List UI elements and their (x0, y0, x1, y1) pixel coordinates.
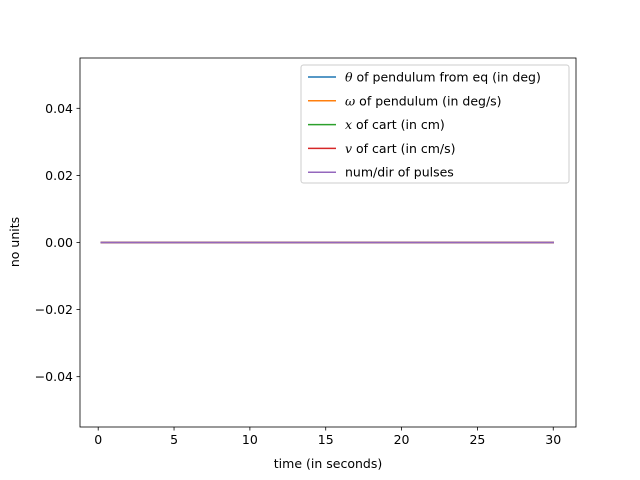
legend-label-5: num/dir of pulses (345, 165, 454, 180)
x-tick-label: 10 (242, 432, 258, 447)
legend-symbol: θ (345, 70, 353, 85)
y-axis-label: no units (7, 217, 22, 267)
x-tick-label: 30 (545, 432, 561, 447)
y-tick-label: −0.02 (35, 302, 73, 317)
legend-text: of cart (in cm/s) (352, 141, 455, 156)
x-tick-label: 0 (94, 432, 102, 447)
legend-text: of pendulum from eq (in deg) (353, 70, 541, 85)
legend-symbol: v (345, 141, 352, 156)
legend-label-1: θ of pendulum from eq (in deg) (345, 70, 541, 85)
legend-symbol: x (345, 117, 352, 132)
y-tick-label: −0.04 (35, 369, 73, 384)
legend-text: num/dir of pulses (345, 165, 454, 180)
x-axis-ticks: 0 5 10 15 20 25 30 (94, 427, 561, 447)
x-axis-label: time (in seconds) (274, 456, 382, 471)
x-tick-label: 15 (318, 432, 334, 447)
x-tick-label: 20 (394, 432, 410, 447)
legend-label-4: v of cart (in cm/s) (345, 141, 456, 156)
legend-label-3: x of cart (in cm) (345, 117, 445, 132)
legend-label-2: ω of pendulum (in deg/s) (345, 93, 502, 108)
legend-text: of cart (in cm) (352, 117, 445, 132)
legend: θ of pendulum from eq (in deg) ω of pendu… (300, 64, 570, 184)
legend-box (300, 64, 570, 184)
y-tick-label: 0.04 (45, 101, 73, 116)
y-tick-label: 0.00 (45, 235, 73, 250)
x-tick-label: 25 (469, 432, 485, 447)
legend-symbol: ω (345, 93, 355, 108)
legend-text: of pendulum (in deg/s) (355, 93, 501, 108)
x-tick-label: 5 (170, 432, 178, 447)
y-tick-label: 0.02 (45, 168, 73, 183)
y-axis-ticks: −0.04 −0.02 0.00 0.02 0.04 (35, 101, 80, 384)
